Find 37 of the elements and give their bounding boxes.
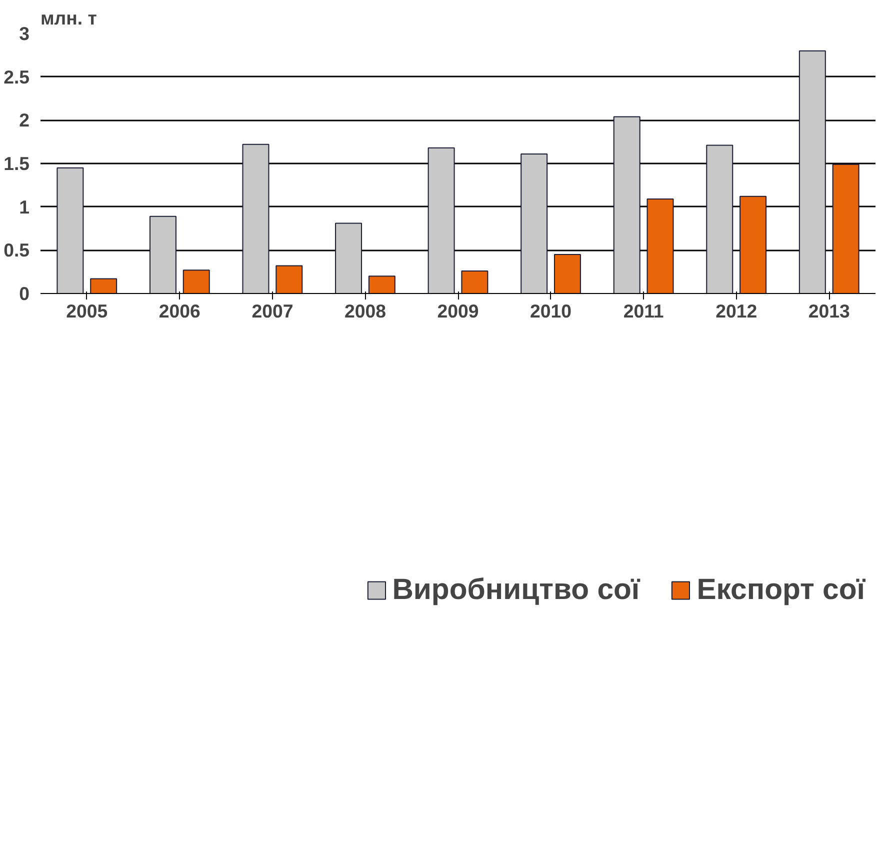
bar <box>56 167 84 294</box>
bar <box>554 254 581 294</box>
bar <box>90 278 118 294</box>
y-tick-label: 1 <box>19 196 30 218</box>
bar <box>461 270 488 294</box>
y-tick-label: 2.5 <box>4 66 30 88</box>
bar <box>182 270 210 294</box>
y-tick-label: 3 <box>19 23 30 44</box>
x-tick-label: 2011 <box>623 300 664 322</box>
legend-label: Експорт сої <box>696 573 865 607</box>
bar <box>149 216 176 294</box>
legend-label: Виробництво сої <box>392 573 640 607</box>
bar <box>646 198 674 294</box>
x-tick-label: 2005 <box>66 300 108 322</box>
bar <box>276 265 303 294</box>
x-tick-label: 2009 <box>437 300 479 322</box>
bar <box>832 164 860 294</box>
bar <box>368 276 396 294</box>
x-tick-label: 2010 <box>530 300 572 322</box>
bar <box>520 153 548 294</box>
x-tick-label: 2013 <box>808 300 850 322</box>
bar <box>613 116 640 294</box>
bar <box>242 144 270 294</box>
bar <box>740 196 767 294</box>
x-tick-label: 2012 <box>716 300 758 322</box>
y-tick-label: 0.5 <box>4 240 30 261</box>
bar <box>798 50 826 294</box>
y-axis-title: млн. т <box>40 8 97 28</box>
bar <box>706 144 734 294</box>
y-tick-label: 1.5 <box>4 153 30 174</box>
bar <box>335 222 362 294</box>
bar <box>428 147 455 294</box>
x-tick-label: 2008 <box>344 300 386 322</box>
y-tick-label: 2 <box>19 110 30 131</box>
x-tick-label: 2006 <box>158 300 200 322</box>
x-tick-label: 2007 <box>252 300 294 322</box>
y-tick-label: 0 <box>19 283 30 304</box>
